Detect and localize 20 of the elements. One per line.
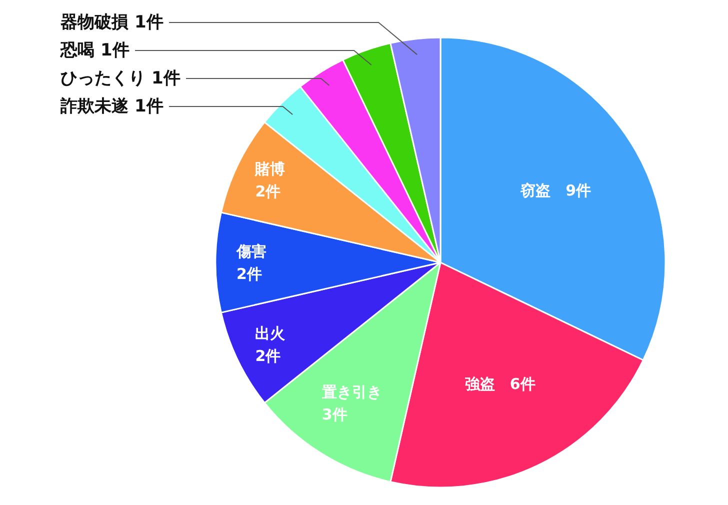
- data-label: 3件: [322, 406, 348, 424]
- data-label: 2件: [255, 182, 281, 201]
- data-label: 1件: [152, 68, 180, 88]
- data-label: 2件: [255, 346, 281, 365]
- slice-label: 器物破損: [60, 12, 128, 32]
- data-label: 1件: [134, 96, 164, 116]
- slice-label: 傷害: [236, 242, 266, 260]
- data-label: 2件: [236, 264, 262, 283]
- slice-label: 窃盗: [520, 182, 551, 200]
- slice-label: 恐喝: [60, 40, 94, 60]
- slice-label: 詐欺未遂: [60, 96, 128, 116]
- data-label: 1件: [134, 12, 164, 32]
- slice-label: 置き引き: [320, 383, 382, 402]
- data-label: 6件: [510, 375, 536, 394]
- slice-label: 出火: [255, 324, 286, 342]
- slice-label: 強盗: [464, 375, 495, 394]
- slice-label: ひったくり: [60, 68, 146, 88]
- slice-label: 賭博: [254, 160, 286, 178]
- data-label: 1件: [100, 40, 130, 60]
- data-label: 9件: [566, 182, 592, 200]
